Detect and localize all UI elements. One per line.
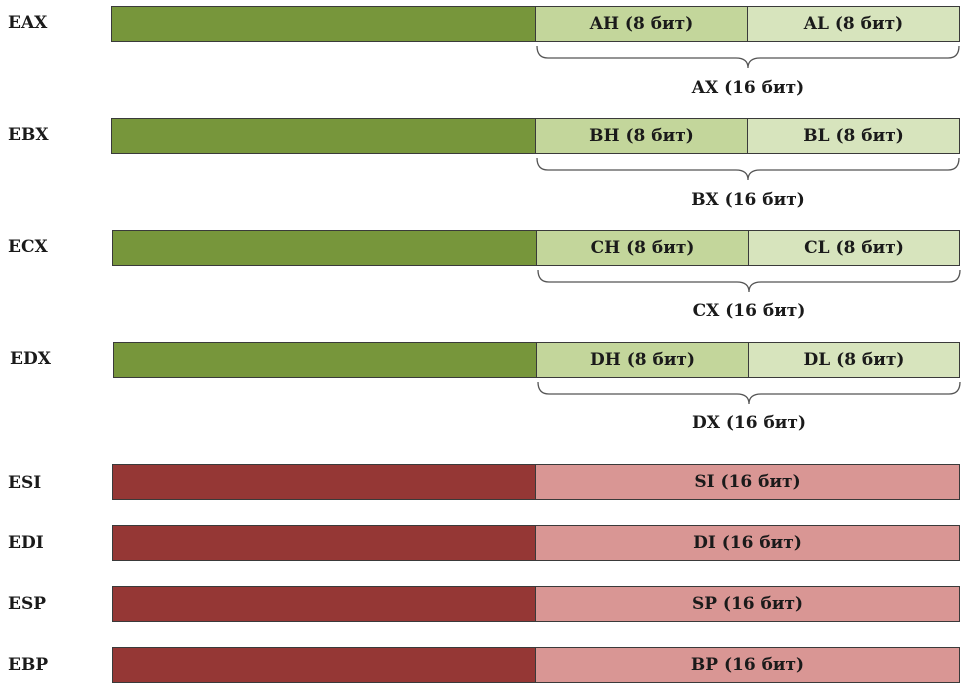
dx-brace	[537, 381, 961, 404]
bx-word-label: BX (16 бит)	[691, 190, 805, 210]
si-word-cell: SI (16 бит)	[536, 464, 960, 500]
ecx-upper-half	[112, 230, 537, 266]
register-label-ebp: EBP	[8, 655, 49, 675]
register-label-eax: EAX	[8, 13, 48, 33]
dh-byte-cell: DH (8 бит)	[537, 342, 749, 378]
ebp-upper-half	[112, 647, 536, 683]
register-label-ecx: ECX	[8, 237, 48, 257]
edi-upper-half	[112, 525, 536, 561]
bh-byte-cell: BH (8 бит)	[536, 118, 748, 154]
cl-byte-cell: CL (8 бит)	[749, 230, 960, 266]
esp-upper-half	[112, 586, 536, 622]
ebx-upper-half	[111, 118, 536, 154]
esi-upper-half	[112, 464, 536, 500]
register-label-edi: EDI	[8, 533, 44, 553]
cx-word-label: CX (16 бит)	[692, 301, 806, 321]
di-word-cell: DI (16 бит)	[536, 525, 960, 561]
dl-byte-cell: DL (8 бит)	[749, 342, 960, 378]
bx-brace	[536, 157, 960, 180]
register-label-esi: ESI	[8, 473, 42, 493]
eax-upper-half	[111, 6, 536, 42]
dx-word-label: DX (16 бит)	[692, 413, 806, 433]
register-label-esp: ESP	[8, 594, 47, 614]
ax-brace	[536, 45, 960, 68]
ah-byte-cell: AH (8 бит)	[536, 6, 748, 42]
register-label-edx: EDX	[10, 349, 51, 369]
al-byte-cell: AL (8 бит)	[748, 6, 960, 42]
register-label-ebx: EBX	[8, 125, 49, 145]
ch-byte-cell: CH (8 бит)	[537, 230, 749, 266]
sp-word-cell: SP (16 бит)	[536, 586, 960, 622]
cx-brace	[537, 269, 961, 292]
bp-word-cell: BP (16 бит)	[536, 647, 960, 683]
ax-word-label: AX (16 бит)	[691, 78, 805, 98]
bl-byte-cell: BL (8 бит)	[748, 118, 960, 154]
edx-upper-half	[113, 342, 537, 378]
